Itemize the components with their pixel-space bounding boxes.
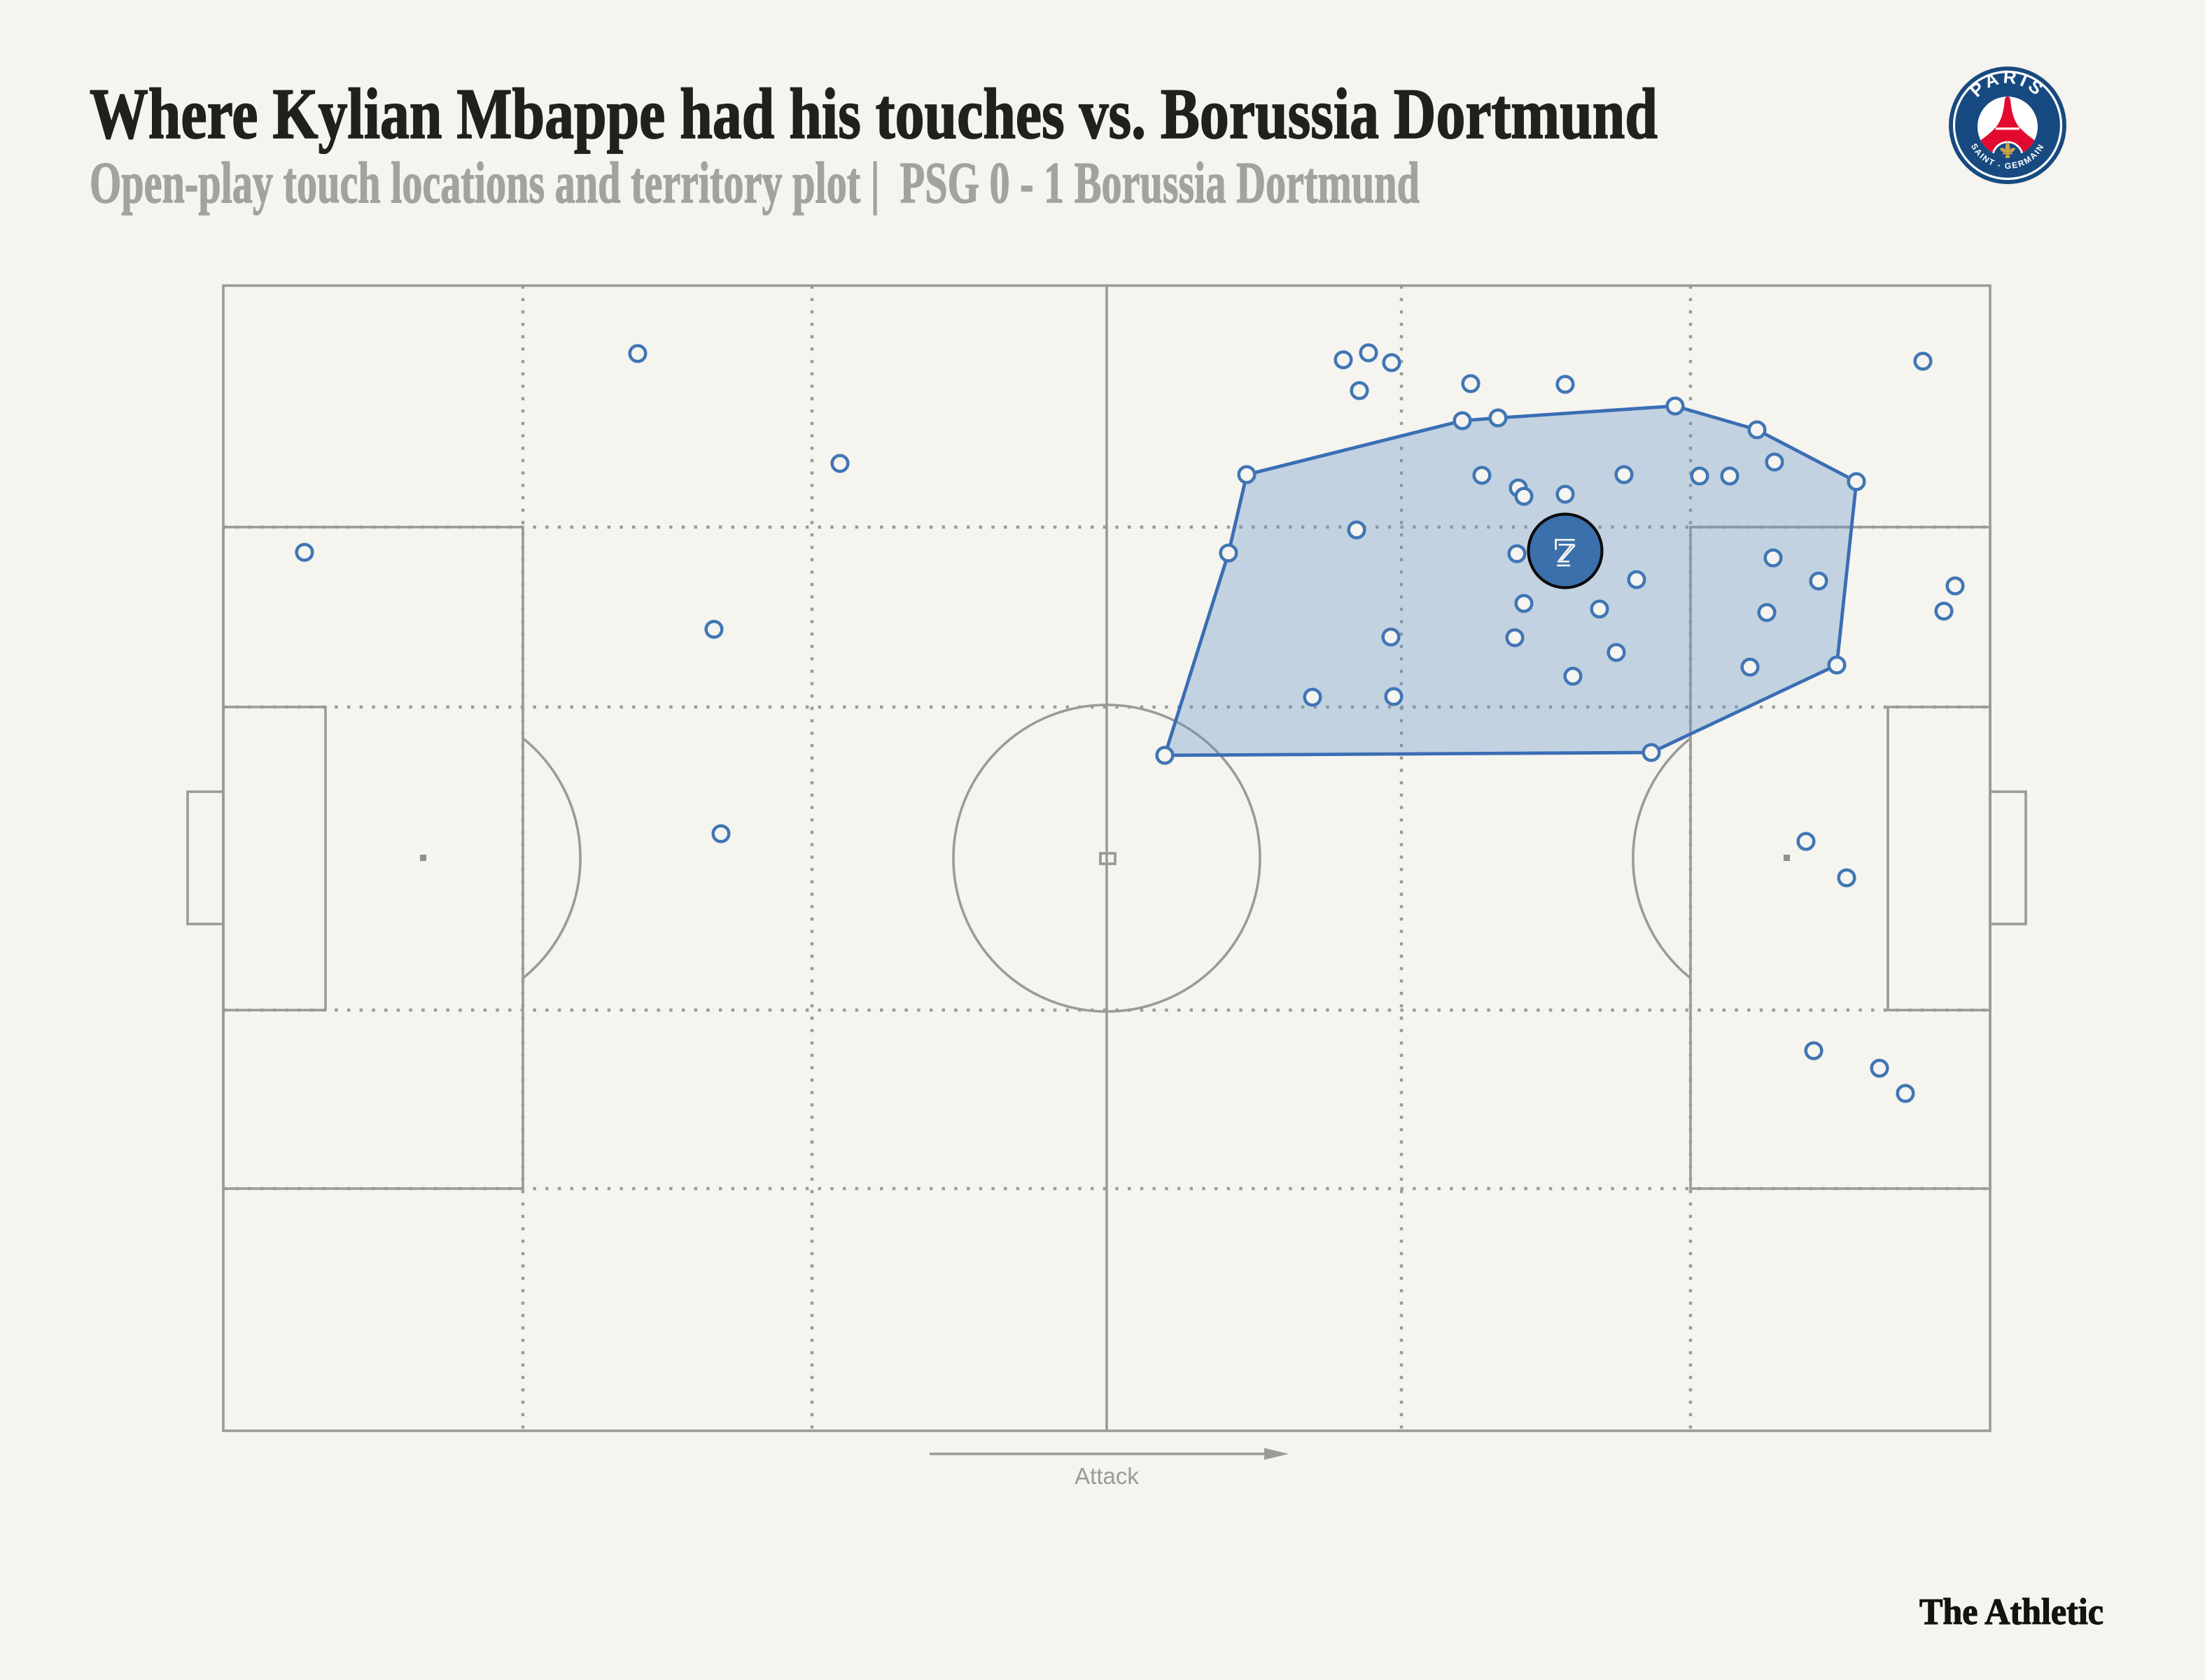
svg-text:Where Kylian Mbappe had his to: Where Kylian Mbappe had his touches vs. … — [90, 74, 1658, 154]
svg-text:The Athletic: The Athletic — [1919, 1592, 2104, 1632]
svg-text:Attack: Attack — [1074, 1463, 1139, 1489]
svg-text:Open-play touch locations and: Open-play touch locations and territory … — [90, 150, 1420, 216]
